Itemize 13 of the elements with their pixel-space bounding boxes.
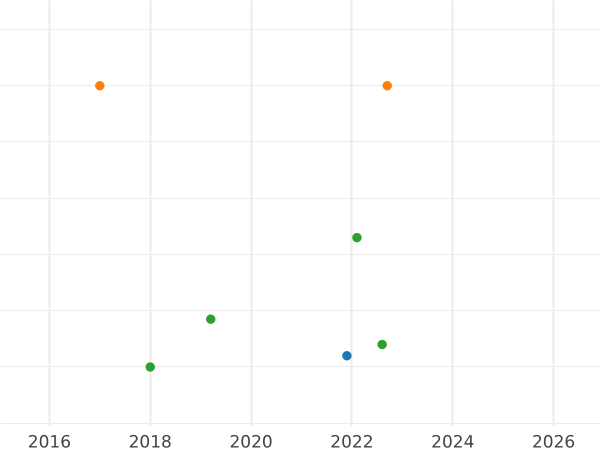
x-tick-label: 2018 — [128, 432, 172, 450]
x-tick-label: 2020 — [229, 432, 273, 450]
point — [206, 314, 216, 324]
x-tick-label: 2016 — [28, 432, 72, 450]
x-tick-label: 2024 — [431, 432, 474, 450]
point — [377, 340, 387, 350]
point — [146, 362, 155, 372]
point — [382, 80, 392, 90]
point — [352, 232, 362, 242]
point — [95, 80, 105, 90]
point — [342, 351, 352, 360]
x-tick-label: 2022 — [330, 432, 374, 450]
x-tick-label: 2026 — [532, 432, 576, 450]
